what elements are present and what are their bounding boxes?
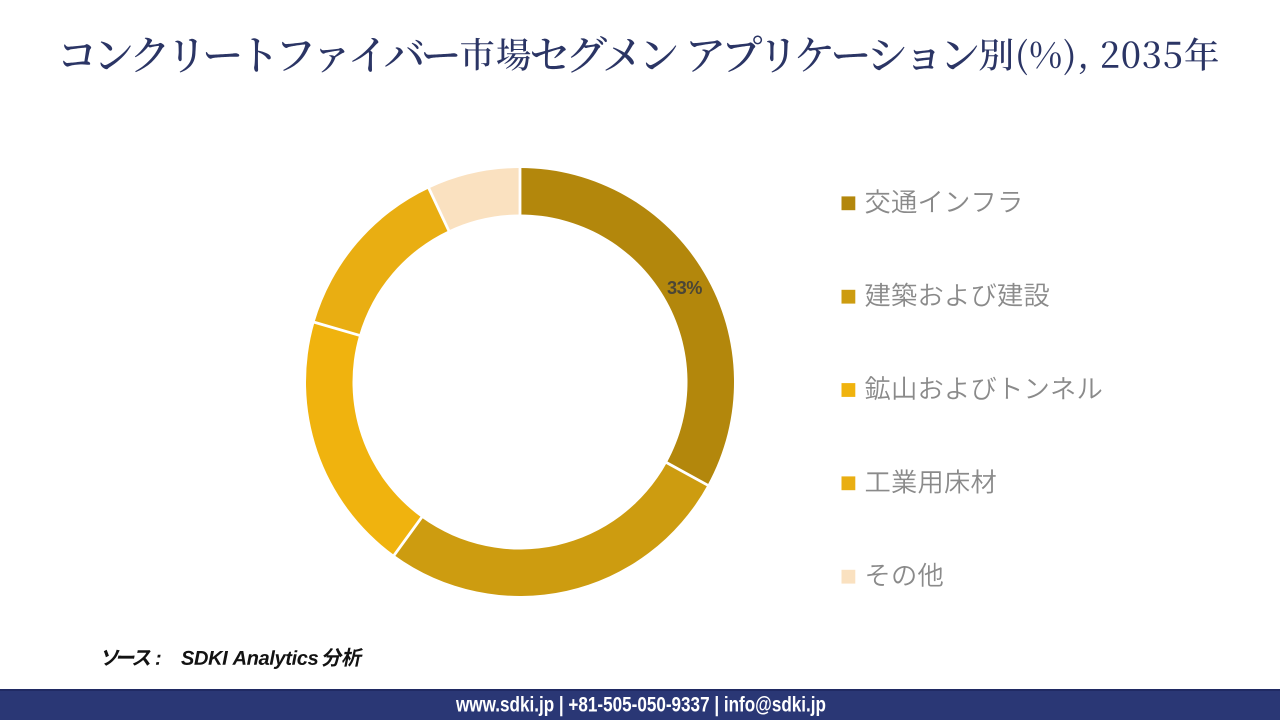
svg-text:www.sdki.jp | +81-505-050-9337: www.sdki.jp | +81-505-050-9337 | info@sd… [455, 693, 826, 717]
svg-text:33%: 33% [667, 278, 702, 298]
